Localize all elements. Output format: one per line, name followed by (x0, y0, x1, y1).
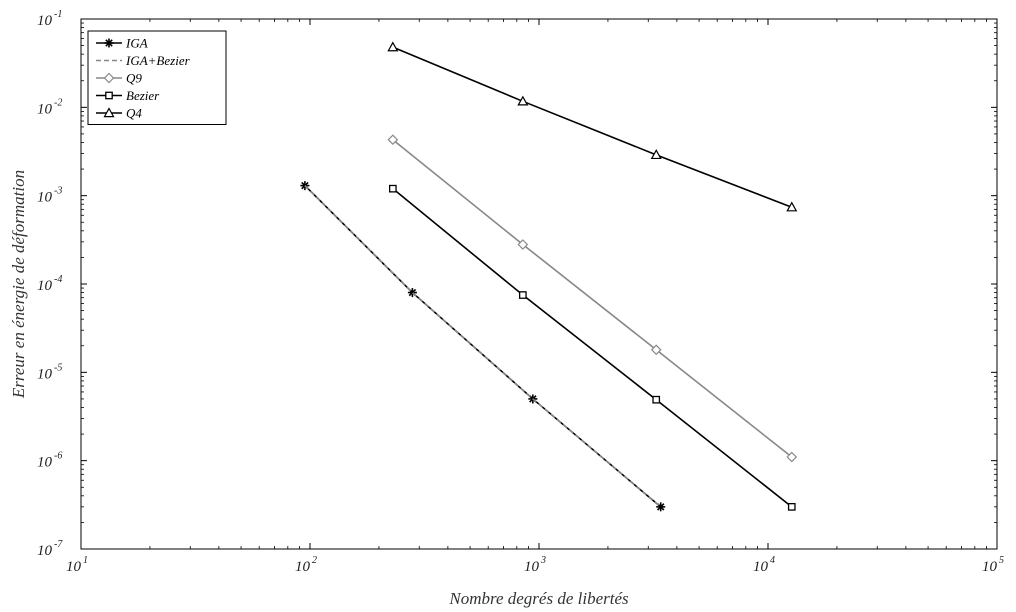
legend-marker-bezier (105, 91, 113, 100)
series-line-bezier (392, 188, 793, 508)
x-tick-label: 10 4 (753, 555, 775, 575)
y-tick-label: 10 -2 (37, 97, 62, 117)
y-tick-label: 10 -4 (37, 274, 62, 294)
triangle-shape (786, 201, 798, 212)
series-line-q9 (392, 139, 793, 458)
triangle-shape (387, 41, 399, 52)
legend-label-q9: Q9 (126, 71, 142, 86)
legend-box (87, 30, 227, 125)
legend-marker-q4 (103, 107, 115, 118)
series-line-q4 (392, 46, 793, 208)
legend-marker-q9 (103, 72, 115, 84)
square-shape (787, 503, 796, 511)
diamond-shape (650, 344, 662, 356)
square-shape (652, 395, 661, 404)
legend-label-iga: IGA (125, 36, 148, 51)
y-tick-label: 10 -5 (37, 362, 62, 382)
y-tick-label: 10 -7 (37, 539, 63, 559)
diamond-shape (103, 72, 115, 84)
legend-label-bezier: Bezier (126, 88, 160, 103)
legend: IGA IGA+Bezier Q9 Bezier Q4 (87, 30, 227, 125)
diamond-shape (517, 239, 529, 250)
y-tick-label: 10 -1 (37, 9, 62, 29)
data-point-q9 (650, 344, 662, 356)
series-line-iga-bezier (304, 185, 662, 508)
triangle-shape (517, 95, 529, 106)
asterisk-stroke (656, 503, 665, 511)
square-shape (518, 291, 527, 299)
x-tick-label: 10 2 (295, 555, 317, 575)
diamond-shape (786, 451, 798, 463)
x-tick-label: 10 3 (524, 555, 546, 575)
data-point-bezier (388, 184, 397, 193)
x-tick-label: 10 5 (982, 555, 1004, 575)
asterisk-stroke (105, 39, 113, 47)
y-tick-label: 10 -3 (37, 186, 62, 206)
ticks-group: 10 1 10 2 10 3 10 4 10 5 10 -7 10 -6 10 -5 10 -4 10 -3 10 -2 1… (37, 9, 1004, 575)
data-point-bezier (518, 291, 527, 299)
data-point-q9 (786, 451, 798, 463)
data-point-q4 (650, 149, 662, 160)
data-point-bezier (652, 395, 661, 404)
asterisk-stroke (408, 288, 417, 297)
series-line-iga (304, 185, 662, 508)
data-point-q4 (387, 41, 399, 52)
data-point-q9 (387, 134, 399, 146)
y-tick-label: 10 -6 (37, 451, 62, 471)
x-axis-label: Nombre degrés de libertés (448, 589, 629, 608)
legend-marker-iga (104, 38, 114, 48)
triangle-shape (103, 107, 115, 118)
y-axis-label: Erreur en énergie de déformation (9, 170, 28, 399)
square-shape (105, 91, 113, 100)
data-point-q4 (517, 95, 529, 106)
diamond-shape (387, 134, 399, 146)
triangle-shape (650, 149, 662, 160)
square-shape (388, 184, 397, 193)
data-point-q4 (786, 201, 798, 212)
series-group (300, 41, 798, 512)
x-tick-label: 10 1 (66, 555, 88, 575)
data-point-bezier (787, 503, 796, 511)
legend-label-q4: Q4 (126, 106, 142, 121)
data-point-q9 (517, 239, 529, 250)
legend-label-iga-bezier: IGA+Bezier (125, 53, 191, 68)
